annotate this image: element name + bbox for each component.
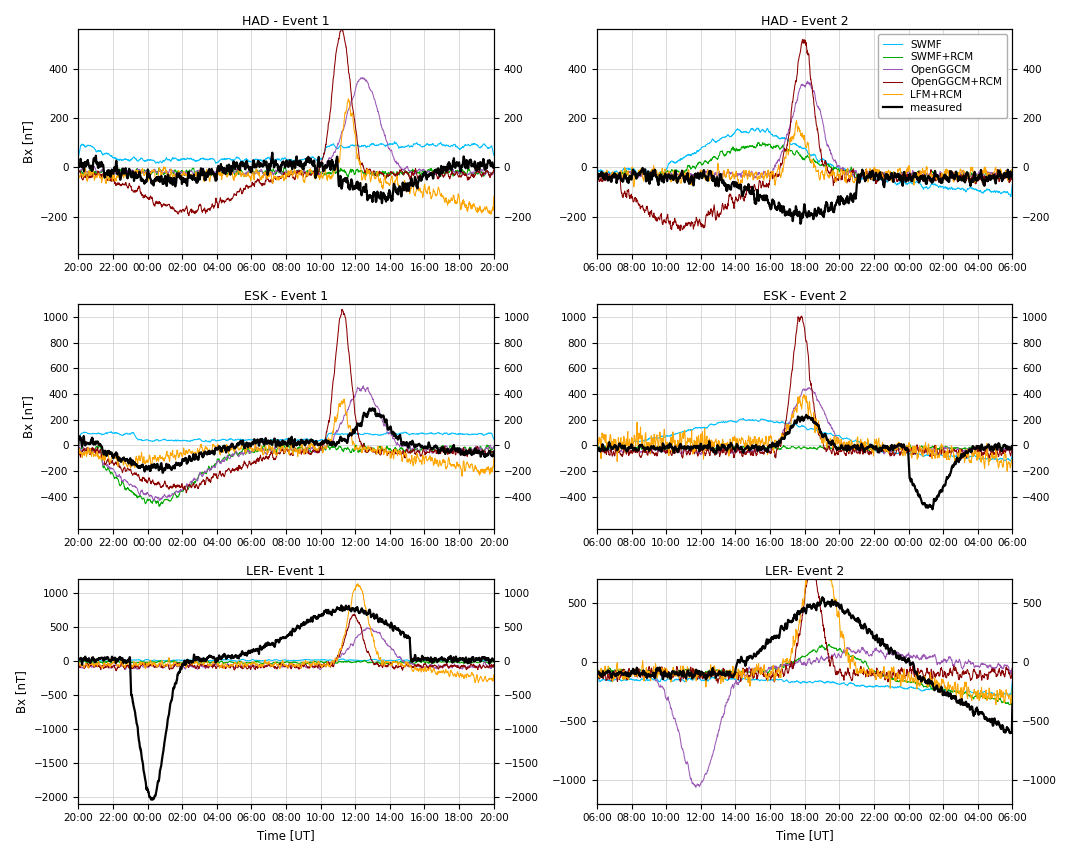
Title: LER- Event 1: LER- Event 1 [247, 565, 326, 578]
Title: ESK - Event 1: ESK - Event 1 [244, 290, 328, 303]
Y-axis label: Bx [nT]: Bx [nT] [15, 670, 28, 713]
Legend: SWMF, SWMF+RCM, OpenGGCM, OpenGGCM+RCM, LFM+RCM, measured: SWMF, SWMF+RCM, OpenGGCM, OpenGGCM+RCM, … [878, 34, 1008, 117]
X-axis label: Time [UT]: Time [UT] [257, 829, 315, 842]
Y-axis label: Bx [nT]: Bx [nT] [21, 395, 34, 438]
Title: HAD - Event 2: HAD - Event 2 [761, 15, 848, 28]
Title: ESK - Event 2: ESK - Event 2 [762, 290, 847, 303]
Title: LER- Event 2: LER- Event 2 [765, 565, 845, 578]
X-axis label: Time [UT]: Time [UT] [776, 829, 834, 842]
Y-axis label: Bx [nT]: Bx [nT] [21, 120, 34, 163]
Title: HAD - Event 1: HAD - Event 1 [242, 15, 330, 28]
